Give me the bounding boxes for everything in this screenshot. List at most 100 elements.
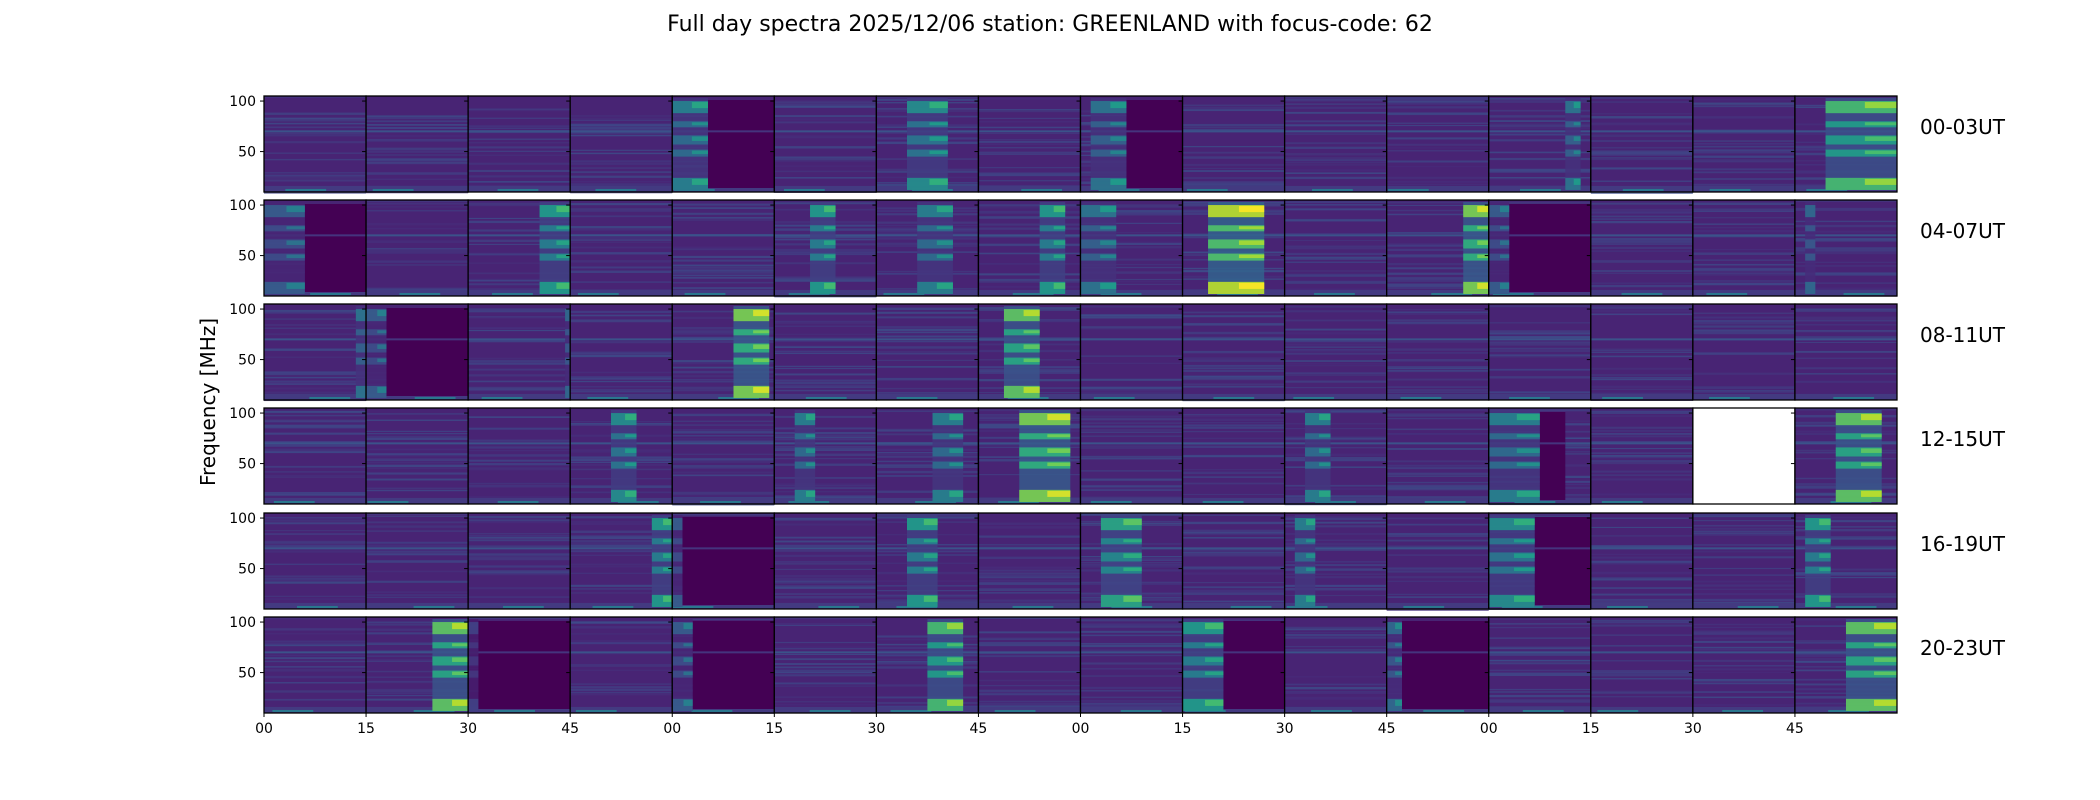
noise-line bbox=[1284, 525, 1387, 528]
noise-line bbox=[876, 387, 979, 390]
low-band-noise bbox=[1590, 706, 1693, 713]
noise-line bbox=[366, 241, 469, 244]
noise-line bbox=[1794, 238, 1897, 240]
low-band-noise bbox=[774, 602, 877, 609]
x-tick-label: 00 bbox=[1072, 721, 1090, 737]
low-band-line bbox=[1423, 709, 1465, 712]
low-band-line bbox=[502, 605, 544, 608]
noise-line bbox=[264, 122, 367, 125]
noise-line bbox=[1692, 580, 1795, 583]
noise-line bbox=[1692, 131, 1795, 134]
noise-line bbox=[570, 267, 673, 269]
noise-line bbox=[672, 420, 775, 422]
burst-peak bbox=[936, 226, 953, 230]
noise-line bbox=[978, 522, 1081, 525]
spectrum-panel bbox=[1382, 407, 1490, 505]
burst-peak bbox=[1819, 595, 1831, 602]
low-band-line bbox=[1492, 292, 1534, 295]
panel-background bbox=[1182, 96, 1285, 192]
noise-line bbox=[1692, 149, 1795, 152]
low-band-noise bbox=[264, 602, 367, 609]
noise-line bbox=[774, 549, 877, 552]
noise-line bbox=[1794, 519, 1897, 521]
noise-line bbox=[1284, 627, 1387, 629]
noise-line bbox=[264, 141, 367, 144]
burst-peak bbox=[805, 448, 816, 453]
noise-line bbox=[1488, 694, 1591, 698]
burst-peak bbox=[1110, 136, 1127, 141]
noise-line bbox=[1284, 561, 1387, 563]
burst-peak bbox=[1499, 254, 1510, 259]
carrier-line bbox=[264, 338, 367, 341]
noise-line bbox=[1590, 553, 1693, 556]
x-tick-label: 45 bbox=[1786, 721, 1804, 737]
noise-line bbox=[366, 594, 469, 596]
noise-line bbox=[876, 455, 979, 459]
noise-line bbox=[366, 560, 469, 563]
noise-line bbox=[1386, 389, 1489, 392]
noise-line bbox=[1590, 367, 1693, 370]
burst-peak bbox=[1499, 282, 1510, 289]
noise-line bbox=[366, 543, 469, 545]
noise-line bbox=[1794, 200, 1897, 202]
carrier-line bbox=[264, 547, 367, 550]
noise-line bbox=[366, 227, 469, 230]
low-band-noise bbox=[366, 497, 469, 504]
noise-line bbox=[1080, 435, 1183, 437]
burst-peak bbox=[1238, 282, 1265, 289]
burst-band bbox=[810, 253, 836, 261]
burst-band bbox=[932, 447, 964, 457]
burst-peak bbox=[1023, 344, 1040, 349]
noise-line bbox=[1590, 461, 1693, 465]
noise-line bbox=[366, 435, 469, 438]
noise-line bbox=[1284, 142, 1387, 145]
noise-line bbox=[1692, 151, 1795, 154]
noise-line bbox=[978, 280, 1081, 283]
noise-line bbox=[1284, 484, 1387, 487]
noise-line bbox=[366, 553, 469, 556]
noise-line bbox=[876, 341, 979, 343]
noise-line bbox=[264, 450, 367, 453]
burst-band bbox=[1488, 552, 1535, 562]
noise-line bbox=[1794, 265, 1897, 267]
noise-line bbox=[366, 624, 469, 626]
burst-band bbox=[1463, 225, 1489, 232]
noise-line bbox=[1692, 556, 1795, 559]
noise-line bbox=[1692, 316, 1795, 319]
burst-peak bbox=[286, 226, 305, 230]
noise-line bbox=[468, 587, 571, 590]
noise-line bbox=[876, 327, 979, 329]
noise-line bbox=[1692, 513, 1795, 517]
noise-line bbox=[1488, 134, 1591, 137]
noise-line bbox=[1080, 326, 1183, 329]
noise-line bbox=[1284, 153, 1387, 156]
y-tick-label: 50 bbox=[238, 353, 256, 369]
noise-line bbox=[978, 544, 1081, 546]
spectrum-panel bbox=[1076, 616, 1184, 714]
noise-line bbox=[468, 327, 571, 330]
carrier-line bbox=[468, 130, 571, 133]
noise-line bbox=[1590, 250, 1693, 252]
burst-peak bbox=[1819, 553, 1831, 558]
noise-line bbox=[1692, 544, 1795, 546]
noise-line bbox=[978, 679, 1081, 682]
low-band-line bbox=[700, 500, 741, 503]
noise-line bbox=[1080, 232, 1183, 234]
noise-line bbox=[468, 565, 571, 568]
noise-line bbox=[1386, 545, 1489, 548]
noise-line bbox=[1488, 376, 1591, 379]
noise-line bbox=[1590, 690, 1693, 693]
noise-line bbox=[1590, 571, 1693, 575]
noise-line bbox=[1590, 478, 1693, 481]
noise-line bbox=[468, 459, 571, 462]
burst-peak bbox=[1861, 414, 1882, 421]
noise-line bbox=[774, 352, 877, 355]
noise-line bbox=[1080, 649, 1183, 652]
noise-line bbox=[1590, 374, 1693, 376]
burst-peak bbox=[556, 282, 571, 289]
burst-peak bbox=[1110, 122, 1127, 126]
noise-line bbox=[1182, 378, 1285, 381]
noise-line bbox=[672, 386, 775, 390]
burst-peak bbox=[1819, 539, 1831, 543]
